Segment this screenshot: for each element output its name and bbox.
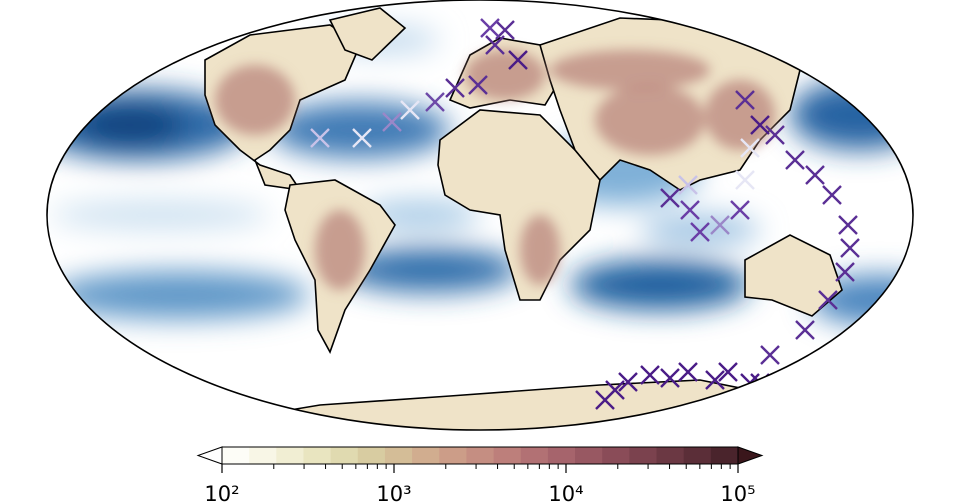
site-marker [765,125,785,145]
colorbar-segment [276,447,304,464]
site-marker [382,112,402,132]
colorbar-tick-label: 10² [204,482,239,504]
site-marker [730,200,750,220]
map-frame [46,0,914,431]
colorbar-over [737,446,764,465]
site-marker [818,290,838,310]
site-marker [480,18,500,38]
site-marker [485,35,505,55]
site-marker [310,128,330,148]
colorbar-segment [656,447,685,464]
site-marker [840,238,860,258]
site-marker [718,362,738,382]
colorbar-segment [493,447,522,464]
colorbar-segment [222,447,250,464]
colorbar-segment [303,447,332,464]
colorbar-tick-label: 10⁵ [720,482,755,504]
site-marker [835,262,855,282]
colorbar-segment [683,447,712,464]
colorbar-segment [384,447,413,464]
colorbar-segment [412,447,440,464]
site-marker [660,188,680,208]
site-marker [822,185,842,205]
site-marker [795,320,815,340]
colorbar-segment [520,447,549,464]
site-marker [660,368,680,388]
site-marker [618,372,638,392]
site-marker [508,50,528,70]
colorbar-tick-label: 10³ [376,482,411,504]
colorbar: 10² 10³ 10⁴ 10⁵ [196,446,764,504]
site-marker [678,175,698,195]
colorbar-segment [439,447,467,464]
site-marker [468,75,488,95]
site-marker [838,215,858,235]
site-marker [400,100,420,120]
colorbar-segment [629,447,658,464]
colorbar-tick-label: 10⁴ [548,482,583,504]
colorbar-segment [249,447,277,464]
site-marker [735,90,755,110]
colorbar-frame [221,446,739,465]
site-marker [680,200,700,220]
site-marker [678,362,698,382]
colorbar-segment [466,447,495,464]
site-marker [760,345,780,365]
site-marker [735,170,755,190]
site-marker [605,380,625,400]
site-marker [425,92,445,112]
map [47,7,913,430]
site-marker [352,128,372,148]
colorbar-segment [330,447,359,464]
site-marker [690,222,710,242]
colorbar-segment [547,447,576,464]
site-marker [805,165,825,185]
site-marker [710,215,730,235]
site-markers [310,18,860,410]
population-shading [215,50,775,290]
site-marker [705,370,725,390]
site-marker [740,138,760,158]
colorbar-segment [575,447,603,464]
site-marker [445,78,465,98]
site-marker [785,150,805,170]
site-marker [750,115,770,135]
site-marker [640,365,660,385]
colorbar-segment [602,447,630,464]
colorbar-under [196,446,223,465]
colorbar-segment [357,447,386,464]
colorbar-segment [710,447,739,464]
